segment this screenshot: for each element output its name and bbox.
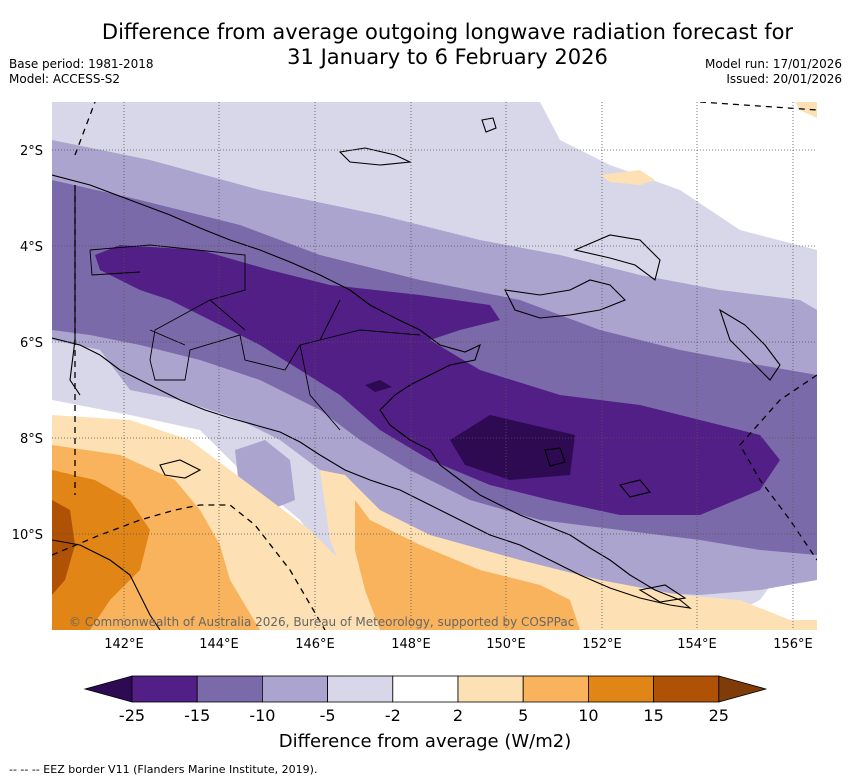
louisiade xyxy=(638,584,687,603)
colorbar-segment xyxy=(653,675,720,703)
new-hanover xyxy=(481,117,497,133)
model-name: Model: ACCESS-S2 xyxy=(9,72,121,86)
colorbar-segment xyxy=(196,675,263,703)
meta-left: Base period: 1981-2018 Model: ACCESS-S2 xyxy=(9,57,154,87)
colorbar-tick-label: 15 xyxy=(643,706,664,725)
contour-minus25 xyxy=(450,415,575,480)
lon-label: 148°E xyxy=(391,637,431,652)
contour-minus15 xyxy=(95,245,780,515)
bougainville-coast xyxy=(719,308,781,381)
colorbar-tick-label: 2 xyxy=(452,706,464,725)
colorbar-tick-label: 5 xyxy=(518,706,529,725)
colorbar-tick-label: -10 xyxy=(249,706,276,725)
lon-label: 154°E xyxy=(677,637,717,652)
colorbar-segment xyxy=(261,675,328,703)
lon-label: 156°E xyxy=(773,637,813,652)
colorbar-title: Difference from average (W/m2) xyxy=(278,731,572,752)
contour-plus2-ne xyxy=(600,170,655,185)
lat-label: 4°S xyxy=(20,240,43,255)
colorbar-segment xyxy=(392,675,459,703)
contour-neutral-ne xyxy=(540,102,817,250)
colorbar-under-arrow xyxy=(83,675,133,703)
provincial-borders xyxy=(89,244,421,431)
torres-islands xyxy=(159,459,202,479)
new-guinea-coast xyxy=(52,174,692,609)
dentrecasteaux xyxy=(544,447,566,467)
contour-plus10 xyxy=(52,470,150,630)
meta-right: Model run: 17/01/2026 Issued: 20/01/2026 xyxy=(705,57,842,87)
new-britain-coast xyxy=(504,279,626,319)
woodlark xyxy=(619,479,651,498)
new-ireland-coast xyxy=(573,234,661,281)
colorbar-tick-label: 25 xyxy=(708,706,729,725)
contour-plus15 xyxy=(52,500,75,595)
colorbar-segment xyxy=(327,675,394,703)
colorbar-segment xyxy=(457,675,524,703)
model-run: Model run: 17/01/2026 xyxy=(704,57,842,71)
lon-label: 150°E xyxy=(486,637,526,652)
lon-label: 142°E xyxy=(104,637,144,652)
issued-date: Issued: 20/01/2026 xyxy=(726,72,842,86)
lon-label: 144°E xyxy=(199,637,239,652)
colorbar-segment xyxy=(131,675,198,703)
anomaly-field: © Commonwealth of Australia 2026, Bureau… xyxy=(52,102,817,630)
eez-borders xyxy=(52,102,817,630)
colorbar-tick-label: 10 xyxy=(578,706,599,725)
base-period: Base period: 1981-2018 xyxy=(9,57,154,71)
coastlines xyxy=(52,117,781,630)
cape-york xyxy=(52,539,161,630)
colorbar-tick-label: -5 xyxy=(319,706,336,725)
manus-island xyxy=(338,147,413,166)
colorbar-segment xyxy=(588,675,655,703)
gridlines xyxy=(52,102,817,630)
colorbar-over-arrow xyxy=(718,675,768,703)
lon-label: 152°E xyxy=(582,637,622,652)
eez-footnote: -- -- -- EEZ border V11 (Flanders Marine… xyxy=(9,763,318,776)
contour-plus2-corner xyxy=(795,102,817,118)
longitude-labels: 142°E 144°E 146°E 148°E 150°E 152°E 154°… xyxy=(104,637,813,652)
colorbar xyxy=(83,675,768,703)
copyright-notice: © Commonwealth of Australia 2026, Bureau… xyxy=(69,615,574,629)
lat-label: 10°S xyxy=(12,528,43,543)
contour-minus25-small xyxy=(365,380,392,392)
title-line-1: Difference from average outgoing longwav… xyxy=(101,20,794,44)
lat-label: 8°S xyxy=(20,432,43,447)
lon-label: 146°E xyxy=(295,637,335,652)
title-line-2: 31 January to 6 February 2026 xyxy=(287,45,608,69)
latitude-labels: 2°S 4°S 6°S 8°S 10°S xyxy=(12,144,43,543)
colorbar-segment xyxy=(522,675,589,703)
lat-label: 2°S xyxy=(20,144,43,159)
colorbar-tick-label: -2 xyxy=(384,706,401,725)
colorbar-tick-label: -15 xyxy=(184,706,211,725)
colorbar-tick-label: -25 xyxy=(118,706,146,725)
map-title: Difference from average outgoing longwav… xyxy=(60,20,835,70)
lat-label: 6°S xyxy=(20,336,43,351)
